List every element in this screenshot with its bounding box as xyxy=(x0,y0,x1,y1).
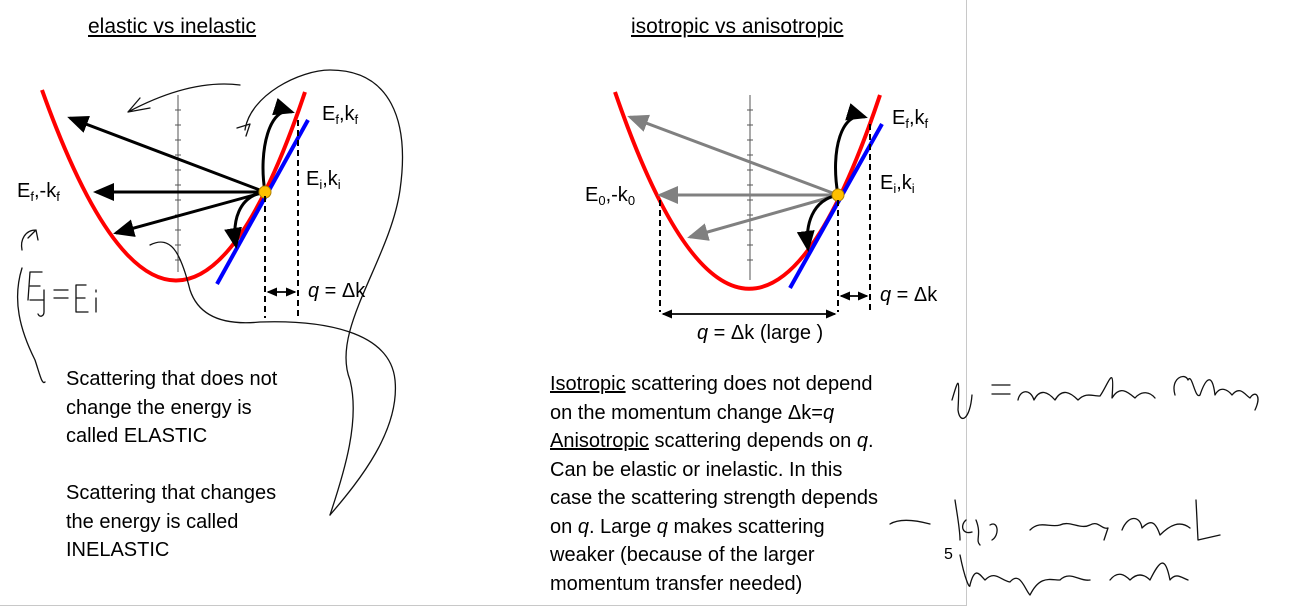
left-parabola xyxy=(40,89,307,283)
right-parabola xyxy=(613,91,882,291)
right-curve-arrow-down xyxy=(796,193,839,252)
left-tangent-line xyxy=(215,119,310,285)
left-label-q: q = Δk xyxy=(308,280,366,302)
left-label-initial: Ei,ki xyxy=(306,168,341,192)
left-label-backscatter: Ef,-kf xyxy=(17,180,60,204)
right-label-final: Ef,kf xyxy=(892,107,929,131)
right-label-backscatter: E0,-k0 xyxy=(585,184,636,208)
inelastic-paragraph: Scattering that changes the energy is ca… xyxy=(66,482,277,561)
isotropic-paragraph: Isotropic scattering does not depend on … xyxy=(550,373,878,595)
right-label-q: q = Δk xyxy=(880,284,938,306)
curve-arrow-up xyxy=(261,97,295,193)
left-label-final: Ef,kf xyxy=(322,103,359,127)
right-label-initial: Ei,ki xyxy=(880,172,915,196)
curve-arrow-down xyxy=(224,190,266,249)
slide: elastic vs inelastic isotropic vs anisot… xyxy=(0,0,1259,606)
right-tangent-line xyxy=(788,123,884,289)
handwritten-annotations xyxy=(16,69,1259,596)
right-label-q-large: q = Δk (large ) xyxy=(697,322,824,344)
elastic-paragraph: Scattering that does not change the ener… xyxy=(66,368,278,447)
right-title: isotropic vs anisotropic xyxy=(631,15,844,38)
left-title: elastic vs inelastic xyxy=(88,15,257,38)
gray-arrow-down xyxy=(687,193,839,241)
page-number: 5 xyxy=(944,546,953,563)
scatter-arrow-down xyxy=(113,190,266,237)
right-curve-arrow-up xyxy=(834,103,868,196)
scatter-arrow-up xyxy=(67,115,266,194)
elastic-diagram xyxy=(16,69,1259,596)
gray-arrow-up xyxy=(627,114,839,197)
right-initial-dot xyxy=(831,188,845,202)
